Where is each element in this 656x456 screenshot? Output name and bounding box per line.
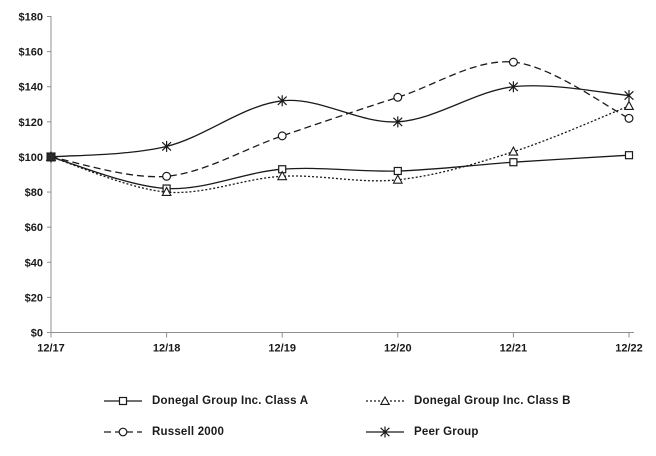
star-marker-peer-group — [161, 140, 172, 152]
circle-marker-russell-2000 — [624, 113, 634, 123]
x-tick-label: 12/20 — [384, 343, 412, 355]
triangle-marker-donegal-group-inc-class-b — [392, 174, 404, 184]
square-marker-donegal-group-inc-class-a — [509, 158, 518, 167]
x-tick-label: 12/17 — [37, 343, 65, 355]
circle-marker-russell-2000 — [508, 57, 518, 67]
series-line-russell-2000 — [50, 61, 630, 178]
series-line-peer-group — [50, 85, 630, 158]
series-line-donegal-group-inc-class-a — [50, 154, 630, 190]
star-marker-peer-group — [277, 95, 288, 107]
triangle-marker-donegal-group-inc-class-b — [623, 100, 635, 110]
legend-label-russell-2000: Russell 2000 — [152, 425, 225, 438]
x-tick-label: 12/19 — [268, 343, 296, 355]
star-marker-icon — [380, 426, 390, 437]
legend-label-class-b: Donegal Group Inc. Class B — [414, 394, 571, 407]
peer-group-legend-sample-icon — [366, 426, 404, 437]
circle-marker-russell-2000 — [277, 131, 287, 141]
square-marker-donegal-group-inc-class-a — [624, 151, 634, 160]
russell-legend-sample-icon — [104, 427, 142, 436]
legend-item-russell-2000: Russell 2000 — [103, 424, 365, 439]
star-marker-peer-group — [392, 116, 403, 128]
x-tick-label: 12/21 — [500, 343, 528, 355]
circle-marker-icon — [118, 427, 128, 436]
star-marker-peer-group — [624, 90, 634, 101]
y-tick-label: $140 — [19, 82, 43, 94]
y-tick-label: $0 — [31, 328, 43, 340]
circle-marker-russell-2000 — [162, 171, 172, 181]
legend-label-class-a: Donegal Group Inc. Class A — [152, 394, 309, 407]
class-a-legend-sample-icon — [104, 396, 142, 405]
triangle-marker-icon — [379, 395, 391, 405]
x-tick-label: 12/18 — [153, 343, 181, 355]
legend-label-peer-group: Peer Group — [414, 425, 479, 438]
y-tick-label: $40 — [25, 257, 43, 269]
legend: Donegal Group Inc. Class A Donegal Group… — [103, 393, 571, 439]
triangle-marker-donegal-group-inc-class-b — [161, 186, 172, 197]
series-line-donegal-group-inc-class-b — [50, 105, 630, 194]
triangle-marker-donegal-group-inc-class-b — [508, 145, 519, 156]
x-tick-label: 12/22 — [615, 343, 643, 355]
legend-item-class-b: Donegal Group Inc. Class B — [365, 393, 571, 408]
circle-marker-russell-2000 — [393, 92, 403, 102]
star-marker-peer-group — [508, 81, 519, 93]
y-tick-label: $100 — [19, 152, 43, 164]
square-marker-icon — [118, 396, 128, 405]
y-tick-label: $60 — [25, 222, 43, 234]
plot-area: $0 $20 $40 $60 $80 $100 $120 $140 $160 $180 12/17 1… — [19, 12, 643, 355]
overlap-start-marker — [46, 152, 56, 162]
class-b-legend-sample-icon — [366, 395, 404, 405]
triangle-marker-donegal-group-inc-class-b — [276, 170, 288, 181]
y-tick-label: $180 — [19, 12, 43, 24]
y-tick-label: $120 — [19, 117, 43, 129]
legend-item-peer-group: Peer Group — [365, 424, 571, 439]
y-tick-label: $160 — [19, 47, 43, 59]
y-tick-label: $20 — [25, 292, 43, 304]
square-marker-donegal-group-inc-class-a — [393, 166, 402, 176]
y-tick-label: $80 — [25, 187, 43, 199]
legend-item-class-a: Donegal Group Inc. Class A — [103, 393, 365, 408]
